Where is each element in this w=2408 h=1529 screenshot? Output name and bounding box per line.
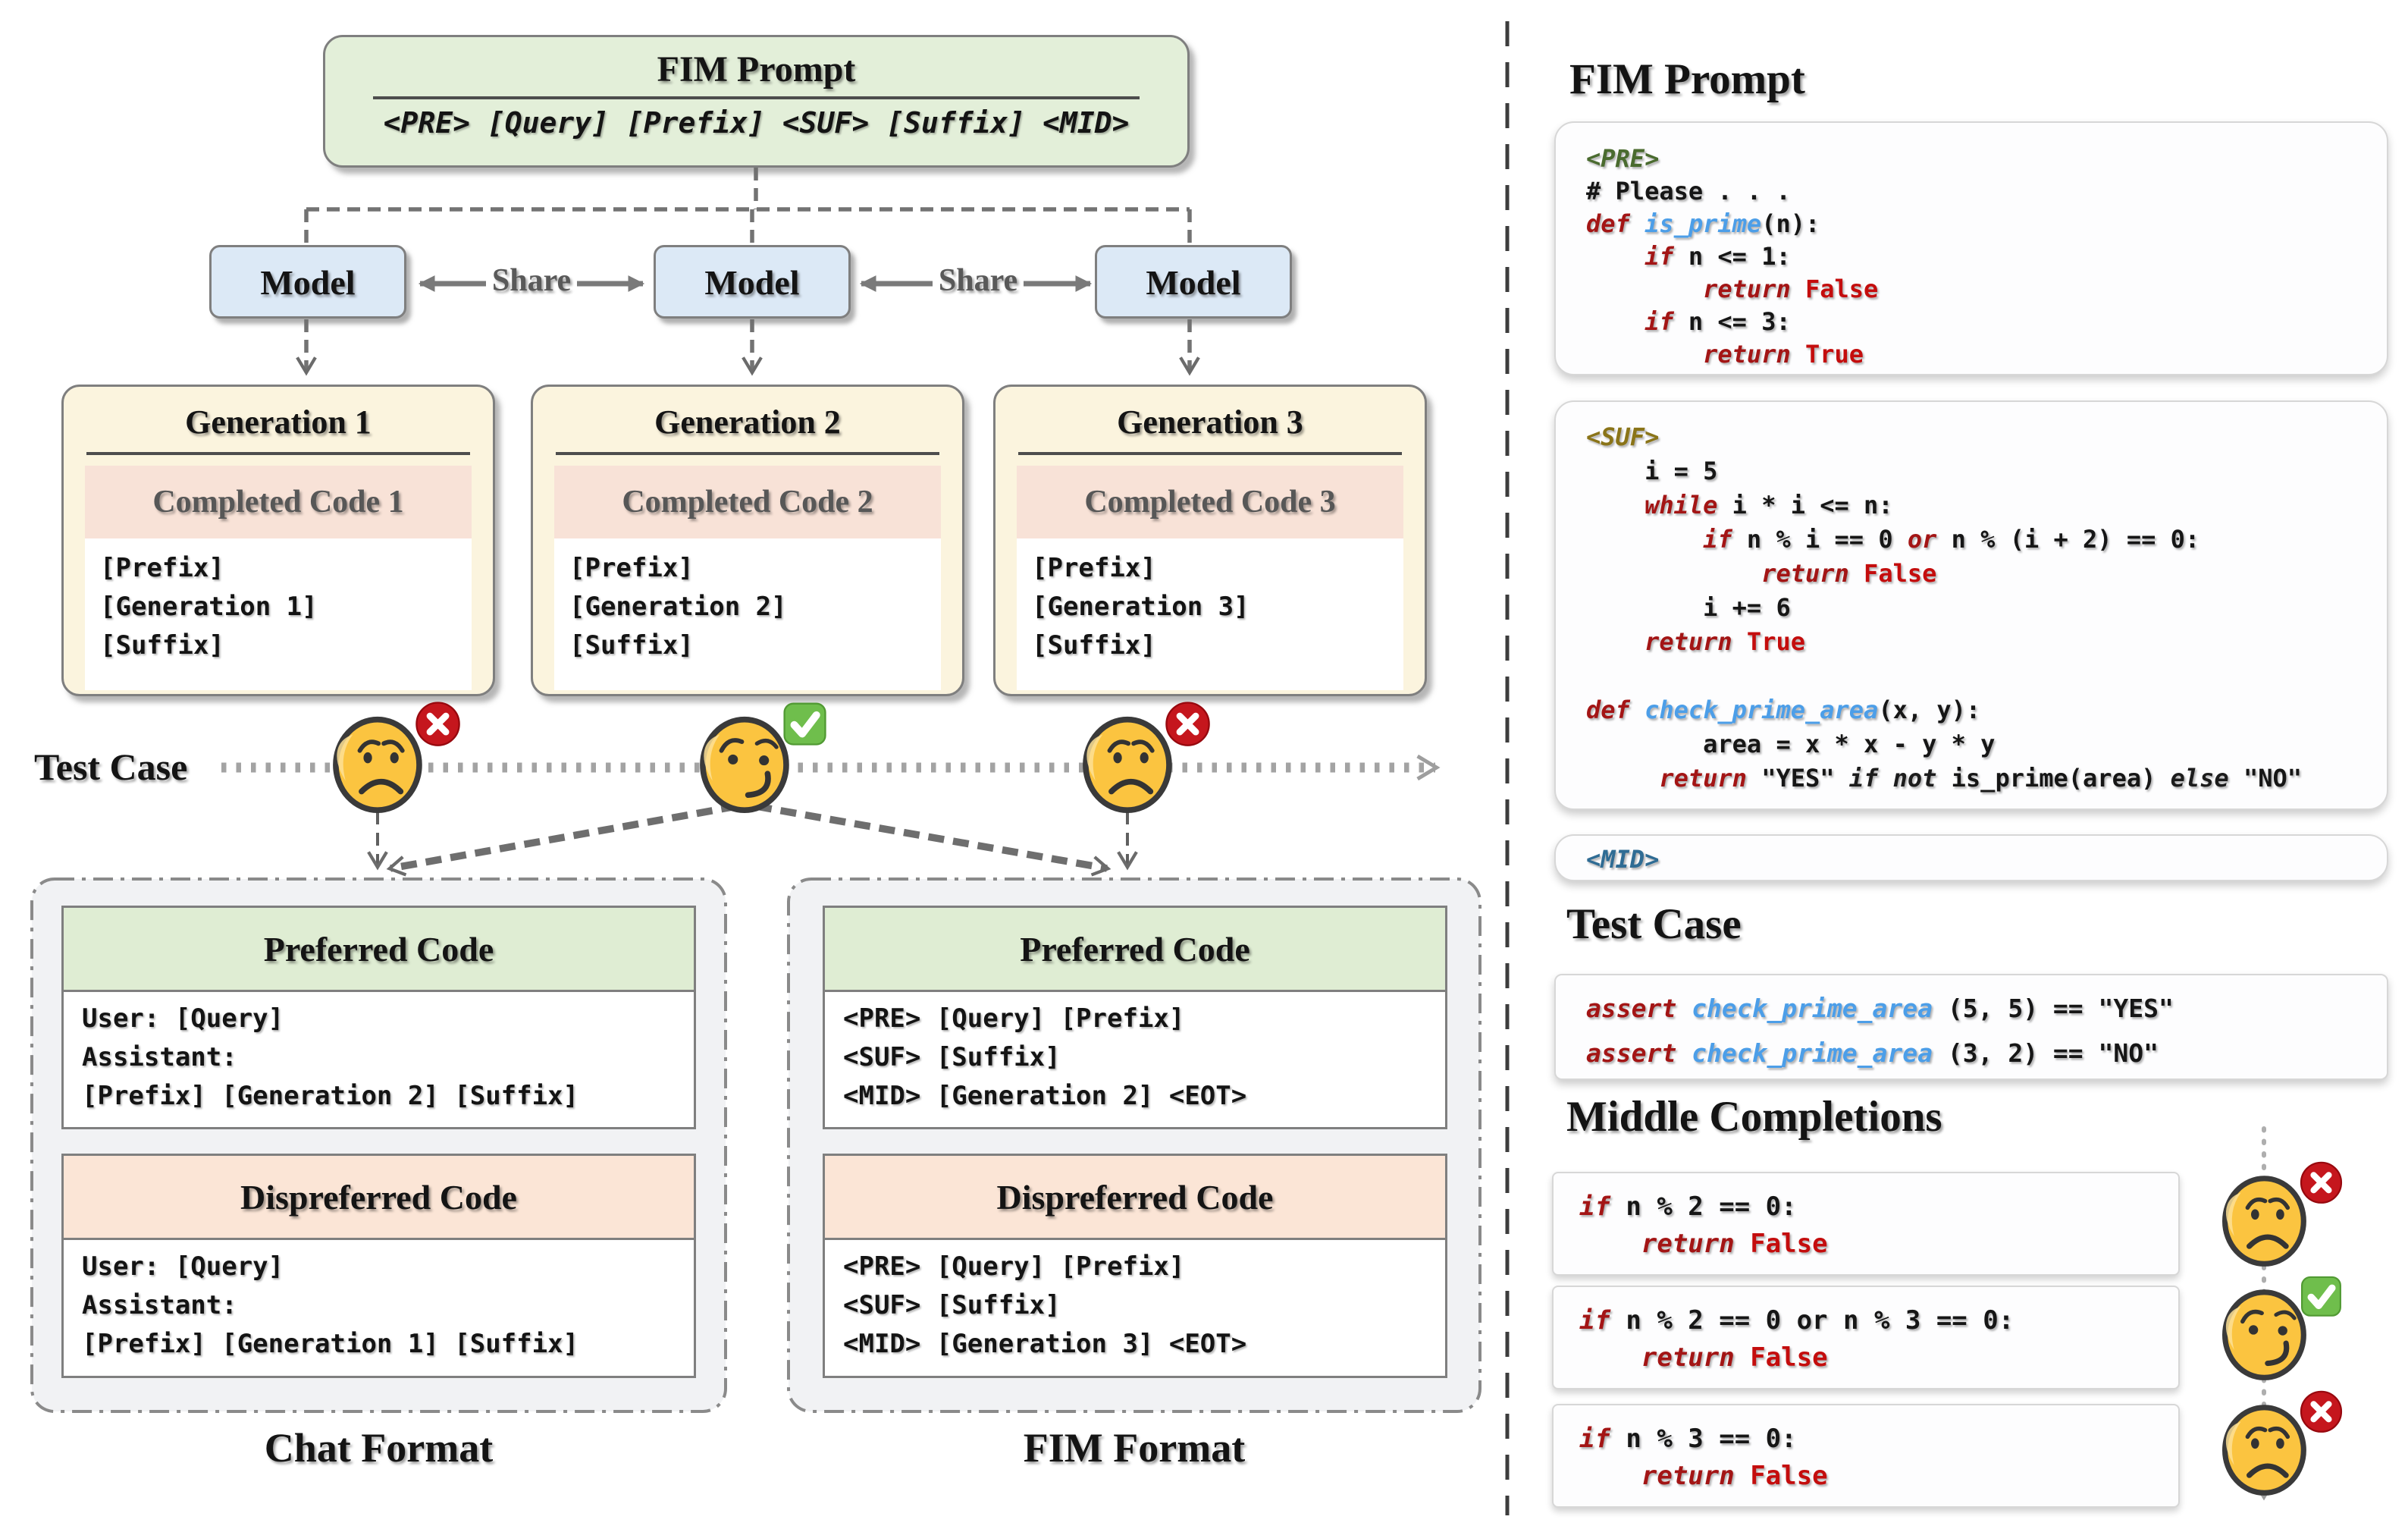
model-box-2: Model <box>654 245 851 319</box>
completed-code-body: [Prefix] [Generation 2] [Suffix] <box>554 538 941 690</box>
green-check-badge-icon <box>2301 1276 2341 1317</box>
share-label-1: Share <box>491 263 572 298</box>
mid-code-block: <MID> <box>1554 834 2388 881</box>
generation-title: Generation 3 <box>1117 403 1303 441</box>
fim-format-label: FIM Format <box>1023 1425 1246 1471</box>
fim-preferred-header: Preferred Code <box>823 906 1447 992</box>
right-fim-prompt-heading: FIM Prompt <box>1569 55 1805 103</box>
red-cross-badge-icon <box>2300 1161 2343 1204</box>
sad-emoji-face <box>2222 1176 2306 1267</box>
right-test-case-heading: Test Case <box>1566 900 1742 948</box>
suf-code-block: <SUF> i = 5 while i * i <= n: if n % i =… <box>1554 400 2388 810</box>
smirk-emoji-icon <box>682 695 833 828</box>
divider <box>86 452 470 455</box>
divider <box>372 96 1140 99</box>
pre-code-block: <PRE> # Please . . . def is_prime(n): if n… <box>1554 121 2388 375</box>
model-box-3: Model <box>1095 245 1292 319</box>
test-case-label: Test Case <box>34 746 188 788</box>
chat-preferred-header: Preferred Code <box>61 906 696 992</box>
sad-emoji-icon <box>2206 1156 2348 1281</box>
completed-code-header: Completed Code 1 <box>85 465 472 538</box>
completed-code-header: Completed Code 2 <box>554 465 941 538</box>
generation-box-1: Generation 1 Completed Code 1 [Prefix] [G… <box>61 385 495 696</box>
prompt-to-models-connectors <box>296 168 1200 376</box>
completion-block-3: if n % 3 == 0: return False <box>1552 1404 2180 1508</box>
generation-box-2: Generation 2 Completed Code 2 [Prefix] [G… <box>531 385 964 696</box>
fim-prompt-title: FIM Prompt <box>657 49 856 89</box>
generation-title: Generation 2 <box>654 403 841 441</box>
completed-code-body: [Prefix] [Generation 1] [Suffix] <box>85 538 472 690</box>
sad-emoji-icon <box>315 695 466 828</box>
chat-format-label: Chat Format <box>264 1425 494 1471</box>
completion-block-2: if n % 2 == 0 or n % 3 == 0: return Fals… <box>1552 1286 2180 1389</box>
red-cross-badge-icon <box>415 702 460 746</box>
sad-emoji-face <box>1083 716 1172 813</box>
fim-dispreferred-header: Dispreferred Code <box>823 1154 1447 1240</box>
smirk-emoji-face <box>700 716 789 813</box>
chat-preferred-body: User: [Query] Assistant: [Prefix] [Generat… <box>61 992 696 1129</box>
fim-dispreferred-body: <PRE> [Query] [Prefix] <SUF> [Suffix] <MID… <box>823 1240 1447 1378</box>
generation-box-3: Generation 3 Completed Code 3 [Prefix] [G… <box>993 385 1427 696</box>
sad-emoji-face <box>333 716 422 813</box>
red-cross-badge-icon <box>1165 702 1210 746</box>
divider <box>556 452 939 455</box>
divider <box>1018 452 1402 455</box>
completion-block-1: if n % 2 == 0: return False <box>1552 1172 2180 1276</box>
fim-prompt-box: FIM Prompt <PRE> [Query] [Prefix] <SUF> … <box>323 35 1190 168</box>
sad-emoji-icon <box>2206 1385 2348 1510</box>
sad-emoji-face <box>2222 1405 2306 1496</box>
chat-dispreferred-body: User: [Query] Assistant: [Prefix] [Generat… <box>61 1240 696 1378</box>
fim-prompt-template: <PRE> [Query] [Prefix] <SUF> [Suffix] <M… <box>383 105 1130 140</box>
test-case-code-block: assert check_prime_area (5, 5) == "YES" a… <box>1554 974 2388 1080</box>
green-check-badge-icon <box>783 702 826 746</box>
fim-preferred-body: <PRE> [Query] [Prefix] <SUF> [Suffix] <MID… <box>823 992 1447 1129</box>
share-label-2: Share <box>938 263 1018 298</box>
model-box-1: Model <box>209 245 406 319</box>
smirk-emoji-icon <box>2206 1270 2348 1395</box>
chat-dispreferred-header: Dispreferred Code <box>61 1154 696 1240</box>
sad-emoji-icon <box>1065 695 1216 828</box>
completed-code-header: Completed Code 3 <box>1017 465 1403 538</box>
smirk-emoji-face <box>2222 1289 2306 1380</box>
emoji-to-format-arrows <box>367 802 1138 877</box>
generation-title: Generation 1 <box>185 403 372 441</box>
middle-completions-heading: Middle Completions <box>1566 1093 1942 1141</box>
completed-code-body: [Prefix] [Generation 3] [Suffix] <box>1017 538 1403 690</box>
red-cross-badge-icon <box>2300 1390 2343 1433</box>
